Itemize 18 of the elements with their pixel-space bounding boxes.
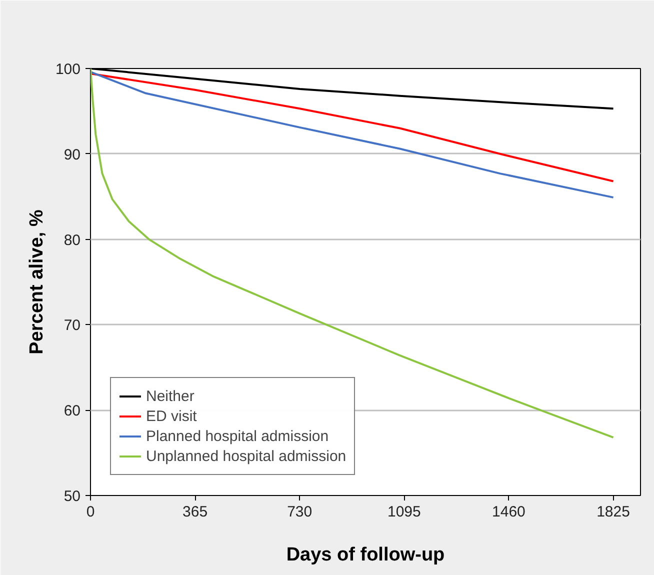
y-tick-label: 80: [64, 232, 81, 249]
y-tick-label: 70: [64, 317, 81, 334]
x-tick-label: 0: [86, 504, 95, 520]
x-tick-label: 365: [182, 504, 208, 520]
legend-label: ED visit: [146, 408, 197, 424]
legend-label: Neither: [146, 388, 194, 404]
y-tick-label: 60: [64, 402, 81, 420]
y-tick-label: 90: [64, 146, 81, 164]
x-tick-label: 730: [287, 504, 312, 520]
x-tick-label: 1460: [492, 504, 526, 520]
legend-label: Unplanned hospital admission: [146, 448, 346, 464]
x-axis-title: Days of follow-up: [286, 544, 445, 566]
x-tick-label: 1825: [596, 504, 630, 520]
y-tick-label: 100: [55, 61, 81, 78]
y-axis-title: Percent alive, %: [26, 210, 48, 354]
x-tick-label: 1095: [387, 504, 421, 520]
y-tick-label: 50: [64, 488, 81, 505]
legend-label: Planned hospital admission: [146, 428, 329, 444]
